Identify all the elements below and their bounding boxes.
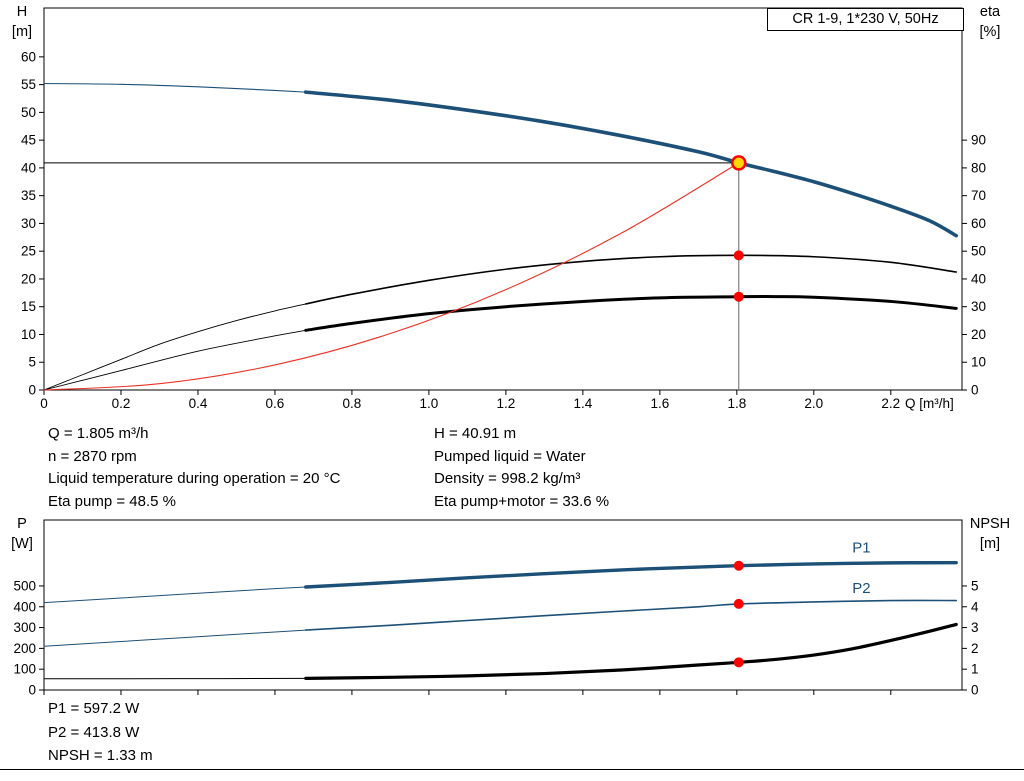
y-left-tick-label: 10 [21,327,36,342]
curve-p1-low-flow [43,586,307,604]
y-right-tick-label: 1 [971,662,979,677]
y-left-tick-label: 30 [21,216,36,231]
y-left-tick-label: 400 [13,599,36,614]
y-left-tick-label: 60 [21,49,36,64]
y-right-tick-label: 20 [971,327,986,342]
x-tick-label: 0.2 [112,396,131,411]
y-left-tick-label: 0 [28,683,36,698]
info-density: Density = 998.2 kg/m³ [434,470,581,487]
y-left-tick-label: 55 [21,77,36,92]
curve-system-curve [43,162,740,391]
y-right-tick-label: 90 [971,133,986,148]
info-eta-pump-motor: Eta pump+motor = 33.6 % [434,492,610,510]
eta-pump-point [733,250,744,261]
bottom-divider [0,769,1024,770]
y-right-axis-label: NPSH [970,516,1010,532]
curve-p1 [304,560,958,589]
plot-border [43,7,963,391]
y-right-tick-label: 50 [971,244,986,259]
y-left-tick-label: 25 [21,244,36,259]
y-left-tick-label: 15 [21,299,36,314]
curve-pump-curve [303,90,959,238]
y-right-tick-label: 0 [971,383,979,398]
info-speed: n = 2870 rpm [48,447,137,465]
y-left-axis-unit: [W] [11,536,33,552]
y-right-axis-unit: [m] [980,536,1000,552]
info-head: H = 40.91 m [434,425,517,442]
x-tick-label: 1.2 [496,396,515,411]
y-left-tick-label: 200 [13,641,36,656]
x-tick-label: 0.4 [189,396,208,411]
plot-border [43,519,963,691]
info-p2: P2 = 413.8 W [48,723,140,741]
duty-point [731,155,747,171]
curve-eta-pump-motor-low-flow [43,329,307,391]
y-right-tick-label: 60 [971,216,986,231]
y-right-axis-unit: [%] [980,24,1001,40]
y-right-tick-label: 5 [971,578,979,593]
y-left-tick-label: 45 [21,133,36,148]
x-tick-label: 0 [40,396,48,411]
curve-npsh [304,622,958,680]
curve-p2 [304,599,958,631]
x-tick-label: 2.0 [804,396,823,411]
y-right-tick-label: 40 [971,271,986,286]
y-left-tick-label: 20 [21,271,36,286]
info-liquid-temperature: Liquid temperature during operation = 20… [48,470,341,487]
y-right-axis-label: eta [980,4,1001,20]
y-left-tick-label: 35 [21,188,36,203]
y-left-tick-label: 300 [13,620,36,635]
x-tick-label: 0.6 [266,396,285,411]
x-tick-label: 0.8 [343,396,362,411]
y-right-tick-label: 70 [971,188,986,203]
curve-eta-pump [304,254,958,305]
curve-label-p1: P1 [852,539,870,556]
power-info-column: P1 = 597.2 W P2 = 413.8 W NPSH = 1.33 m [48,697,153,768]
y-left-axis-unit: [m] [12,24,32,40]
y-left-tick-label: 50 [21,105,36,120]
y-left-tick-label: 100 [13,662,36,677]
y-left-tick-label: 0 [28,383,36,398]
pump-model-title: CR 1-9, 1*230 V, 50Hz [767,8,964,31]
x-axis-label: Q [m³/h] [905,396,954,411]
y-left-axis-label: P [17,516,27,532]
duty-info-left-column: Q = 1.805 m³/h n = 2870 rpm Liquid tempe… [48,423,340,513]
eta-pump-motor-point [733,291,744,302]
x-tick-label: 1.4 [573,396,592,411]
duty-info-right-column: H = 40.91 m Pumped liquid = Water Densit… [434,423,609,513]
curve-eta-pump-low-flow [43,303,307,391]
info-eta-pump: Eta pump = 48.5 % [48,492,176,510]
y-right-tick-label: 3 [971,620,979,635]
y-right-tick-label: 2 [971,641,979,656]
x-tick-label: 1.6 [650,396,669,411]
x-tick-label: 2.2 [881,396,900,411]
y-right-tick-label: 80 [971,160,986,175]
y-right-tick-label: 30 [971,299,986,314]
y-right-tick-label: 10 [971,355,986,370]
npsh-point [733,657,744,668]
y-right-tick-label: 4 [971,599,979,614]
y-left-tick-label: 40 [21,160,36,175]
y-left-tick-label: 500 [13,578,36,593]
info-flow: Q = 1.805 m³/h [48,425,149,442]
curve-eta-pump-motor [304,295,958,332]
info-p1: P1 = 597.2 W [48,700,140,717]
x-tick-label: 1.8 [727,396,746,411]
curve-pump-curve-low-flow [43,82,307,93]
p2-point [733,598,744,609]
y-left-axis-label: H [17,4,27,20]
info-pumped-liquid: Pumped liquid = Water [434,447,586,465]
curve-p2-low-flow [43,629,307,647]
x-tick-label: 1.0 [420,396,439,411]
y-right-tick-label: 0 [971,683,979,698]
p1-point [733,560,744,571]
info-npsh: NPSH = 1.33 m [48,747,153,764]
curve-label-p2: P2 [852,580,870,597]
y-left-tick-label: 5 [28,355,36,370]
